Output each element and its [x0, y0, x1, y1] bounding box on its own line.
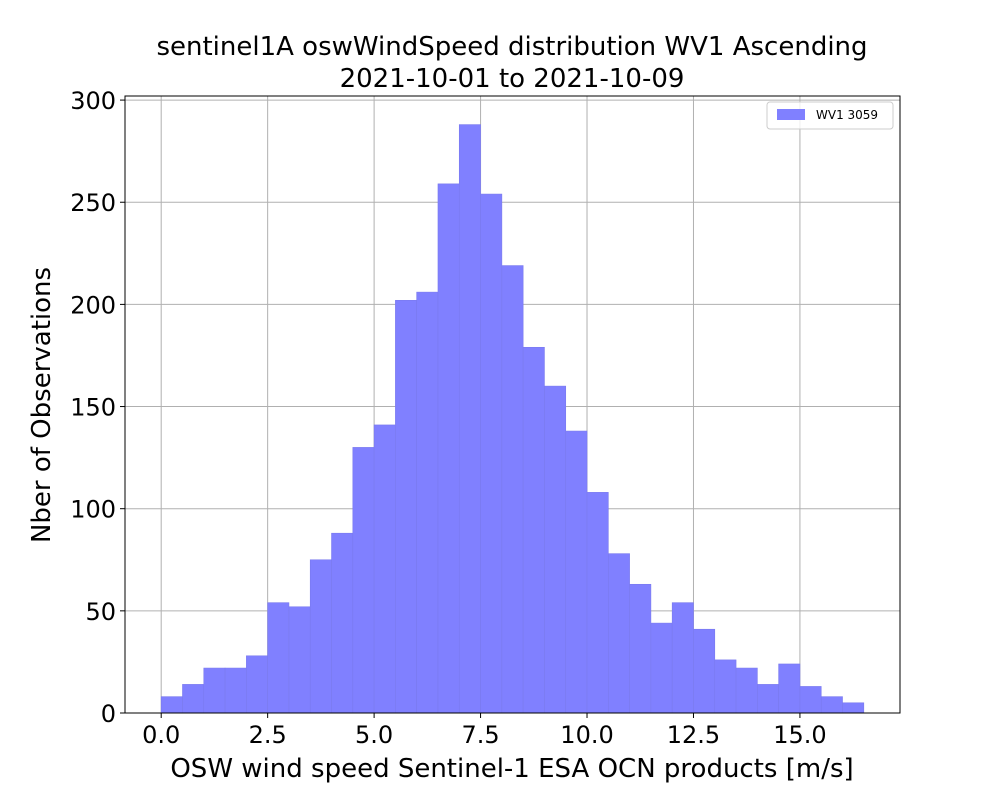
- histogram-bar: [395, 300, 417, 714]
- histogram-bar: [650, 622, 673, 714]
- histogram-bar: [182, 684, 205, 714]
- histogram-bar: [480, 193, 503, 714]
- histogram-bar: [331, 532, 354, 714]
- x-tick-label: 7.5: [461, 721, 499, 749]
- histogram-bar: [565, 430, 588, 714]
- histogram-bar: [288, 606, 311, 714]
- y-tick-label: 200: [70, 291, 116, 319]
- y-tick-label: 300: [70, 87, 116, 115]
- histogram-bar: [373, 424, 396, 714]
- x-tick-label: 5.0: [355, 721, 393, 749]
- histogram-bar: [544, 385, 567, 714]
- chart-title: sentinel1A oswWindSpeed distribution WV1…: [156, 32, 867, 62]
- y-tick-label: 50: [85, 598, 116, 626]
- histogram-bar: [757, 684, 779, 714]
- grid-lines: [125, 96, 900, 714]
- histogram-bar: [352, 447, 375, 714]
- histogram-bar: [416, 291, 439, 714]
- histogram-bar: [671, 602, 694, 714]
- x-tick-label: 12.5: [667, 721, 720, 749]
- histogram-bar: [842, 702, 865, 714]
- x-tick-label: 15.0: [773, 721, 826, 749]
- histogram-bar: [735, 667, 758, 714]
- histogram-bar: [522, 346, 545, 714]
- histogram-bar: [586, 492, 609, 714]
- histogram-bar: [714, 659, 737, 714]
- x-tick-label: 2.5: [249, 721, 287, 749]
- plot-frame: [124, 95, 901, 714]
- histogram-bar: [437, 183, 460, 714]
- histogram-bar: [267, 602, 290, 714]
- legend-label: WV1 3059: [816, 108, 878, 122]
- histogram-bar: [608, 553, 630, 714]
- histogram-bar: [629, 583, 652, 714]
- x-tick-label: 10.0: [560, 721, 613, 749]
- legend: WV1 3059: [766, 101, 894, 130]
- y-axis-label: Nber of Observations: [27, 267, 57, 543]
- x-tick-label: 0.0: [142, 721, 180, 749]
- histogram-bars: [160, 124, 865, 714]
- histogram-bar: [693, 628, 716, 714]
- histogram-bar: [203, 667, 226, 714]
- y-tick-label: 150: [70, 394, 116, 422]
- histogram-bar: [799, 686, 822, 714]
- histogram-bar: [778, 663, 801, 714]
- histogram-bar: [501, 265, 524, 714]
- histogram-bar: [224, 667, 247, 714]
- y-tick-label: 100: [70, 496, 116, 524]
- legend-box: [766, 101, 894, 130]
- x-axis-label: OSW wind speed Sentinel-1 ESA OCN produc…: [170, 754, 853, 784]
- x-axis-ticks: 0.0 2.5 5.0 7.5 10.0 12.5 15.0: [142, 713, 827, 749]
- y-tick-label: 250: [70, 189, 116, 217]
- chart-subtitle: 2021-10-01 to 2021-10-09: [340, 64, 685, 94]
- y-tick-label: 0: [101, 700, 116, 728]
- histogram-bar: [458, 124, 481, 714]
- histogram-bar: [820, 696, 843, 714]
- legend-swatch: [777, 109, 805, 120]
- y-axis-ticks: 0 50 100 150 200 250 300: [70, 87, 125, 728]
- histogram-bar: [246, 655, 268, 714]
- histogram-bar: [160, 696, 183, 714]
- histogram-bar: [309, 559, 332, 714]
